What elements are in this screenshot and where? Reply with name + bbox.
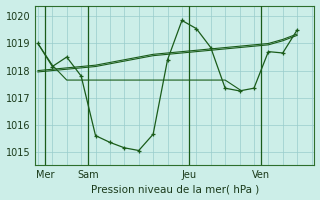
X-axis label: Pression niveau de la mer( hPa ): Pression niveau de la mer( hPa ) — [91, 184, 259, 194]
